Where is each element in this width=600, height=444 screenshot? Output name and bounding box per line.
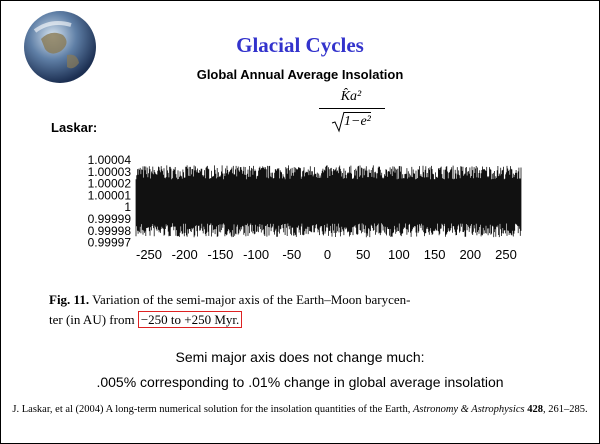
- caption-number: Fig. 11.: [49, 292, 89, 307]
- x-tick-label: -50: [282, 247, 301, 262]
- note: .005% corresponding to .01% change in gl…: [1, 374, 599, 390]
- caption-text: Variation of the semi-major axis of the …: [89, 292, 410, 307]
- title: Glacial Cycles: [1, 33, 599, 58]
- sqrt-sign: [331, 111, 345, 133]
- label: Laskar:: [51, 120, 97, 135]
- x-tick-label: 0: [324, 247, 331, 262]
- noise-band: [136, 165, 521, 237]
- citation: J. Laskar, et al (2004) A long-term nume…: [11, 403, 589, 416]
- x-tick-label: -250: [136, 247, 162, 262]
- citation-pages: , 261–285.: [543, 404, 588, 415]
- caption-boxed: −250 to +250 Myr.: [138, 311, 242, 328]
- subtitle: Global Annual Average Insolation: [1, 67, 599, 82]
- x-tick-label: 200: [459, 247, 481, 262]
- formula-denominator: 1−e²: [344, 112, 371, 131]
- x-tick-label: -200: [172, 247, 198, 262]
- slide: Glacial Cycles Global Annual Average Ins…: [0, 0, 600, 444]
- x-tick-label: 150: [424, 247, 446, 262]
- caption: Fig. 11. Variation of the semi-major axi…: [49, 290, 411, 330]
- x-tick-label: -150: [207, 247, 233, 262]
- y-tick-label: 0.99997: [88, 236, 132, 250]
- citation-journal: Astronomy & Astrophysics: [413, 404, 525, 415]
- x-tick-label: 250: [495, 247, 517, 262]
- formula-numerator: K̂a²: [321, 89, 381, 105]
- fraction-bar: [319, 108, 385, 109]
- x-tick-label: 50: [356, 247, 370, 262]
- note: Semi major axis does not change much:: [1, 349, 599, 365]
- citation-text: J. Laskar, et al (2004) A long-term nume…: [12, 404, 413, 415]
- caption-text2: ter (in AU) from: [49, 312, 138, 327]
- x-tick-label: 100: [388, 247, 410, 262]
- citation-volume: 428: [527, 404, 543, 415]
- x-tick-label: -100: [243, 247, 269, 262]
